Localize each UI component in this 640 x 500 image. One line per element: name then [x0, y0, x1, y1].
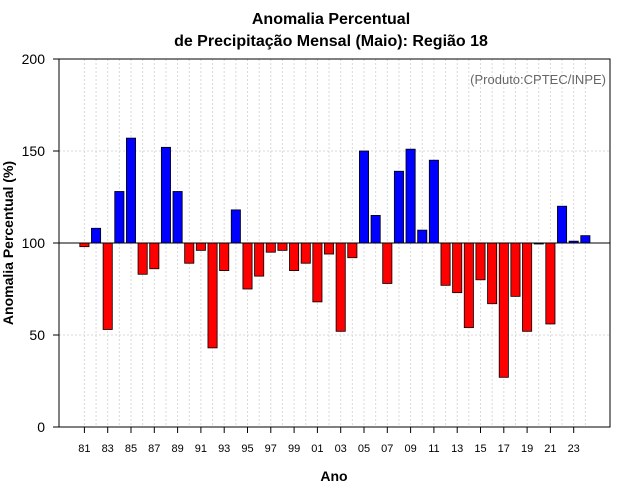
bar-03: [335, 242, 346, 332]
x-tick-label: 89: [171, 443, 183, 455]
chart-title-line2: de Precipitação Mensal (Maio): Região 18: [174, 33, 488, 50]
bar-85: [126, 137, 137, 244]
bar-92: [207, 242, 218, 349]
x-tick-label: 13: [451, 443, 463, 455]
x-tick-label: 21: [544, 443, 556, 455]
bar-16: [487, 242, 498, 305]
y-tick-label: 50: [29, 327, 45, 343]
bar-89: [172, 191, 183, 244]
x-tick-label: 99: [288, 443, 300, 455]
bar-90: [184, 242, 195, 264]
bar-05: [358, 150, 369, 244]
bar-87: [149, 242, 160, 270]
x-tick-label: 09: [404, 443, 416, 455]
bar-11: [428, 159, 439, 244]
x-tick-label: 81: [78, 443, 90, 455]
x-tick-label: 97: [265, 443, 277, 455]
bar-86: [137, 242, 148, 275]
bar-18: [510, 242, 521, 297]
bar-19: [522, 242, 533, 332]
bar-88: [160, 146, 171, 244]
bar-06: [370, 214, 381, 244]
bar-82: [91, 227, 102, 244]
bar-83: [102, 242, 113, 330]
x-tick-label: 07: [381, 443, 393, 455]
x-axis: 81 83 85 87 89 91 93 95 97 99 01 03 05 07 09 11 13 15 17 19…: [78, 427, 580, 455]
bar-84: [114, 191, 125, 244]
y-axis-label: Anomalia Percentual (%): [0, 161, 16, 325]
bar-81: [79, 242, 90, 248]
bar-10: [417, 229, 428, 244]
bar-91: [195, 242, 206, 251]
bar-99: [289, 242, 300, 272]
x-tick-label: 15: [474, 443, 486, 455]
bar-13: [452, 242, 463, 294]
bar-02: [324, 242, 335, 255]
y-tick-label: 150: [22, 143, 46, 159]
y-axis: 0 50 100 150 200: [22, 51, 59, 435]
x-tick-label: 11: [428, 443, 439, 455]
y-tick-label: 200: [22, 51, 46, 67]
x-tick-label: 95: [241, 443, 253, 455]
x-tick-label: 91: [195, 443, 207, 455]
bar-98: [277, 242, 288, 251]
bar-94: [230, 209, 241, 244]
x-axis-label: Ano: [320, 468, 347, 484]
bar-22: [557, 205, 568, 244]
bar-21: [545, 242, 556, 325]
x-tick-label: 23: [568, 443, 580, 455]
bar-04: [347, 242, 358, 259]
bar-97: [265, 242, 276, 253]
y-tick-label: 0: [37, 419, 45, 435]
x-tick-label: 87: [148, 443, 160, 455]
x-tick-label: 83: [102, 443, 114, 455]
bar-00: [300, 242, 311, 264]
bar-12: [440, 242, 451, 286]
bar-96: [254, 242, 265, 277]
bars: [79, 137, 591, 378]
y-tick-label: 100: [22, 235, 46, 251]
bar-08: [393, 170, 404, 244]
x-tick-label: 93: [218, 443, 230, 455]
bar-14: [463, 242, 474, 329]
x-tick-label: 03: [335, 443, 347, 455]
bar-15: [475, 242, 486, 281]
x-tick-label: 19: [521, 443, 533, 455]
bar-24: [580, 235, 591, 244]
bar-93: [219, 242, 230, 272]
bar-95: [242, 242, 253, 290]
x-tick-label: 85: [125, 443, 137, 455]
bar-01: [312, 242, 323, 303]
bar-09: [405, 148, 416, 244]
chart-title-line1: Anomalia Percentual: [252, 11, 410, 28]
x-tick-label: 05: [358, 443, 370, 455]
bar-17: [498, 242, 509, 378]
source-annotation: (Produto:CPTEC/INPE): [470, 72, 606, 87]
bar-07: [382, 242, 393, 284]
x-tick-label: 01: [311, 443, 323, 455]
x-tick-label: 17: [498, 443, 510, 455]
